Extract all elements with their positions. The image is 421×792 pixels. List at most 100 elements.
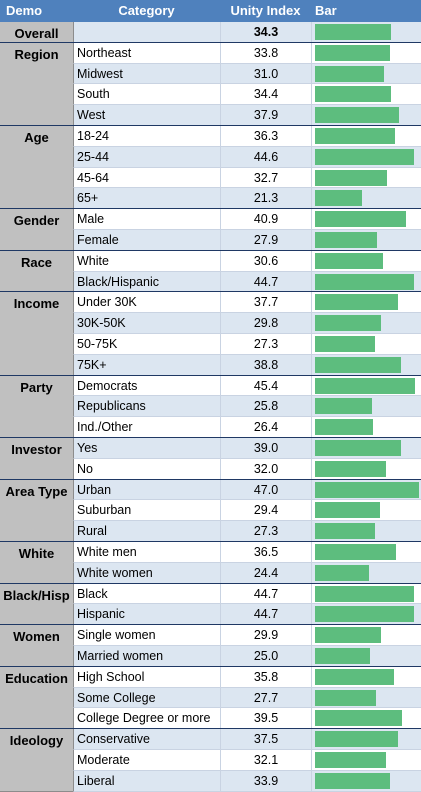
unity-index-value: 38.8 xyxy=(220,354,311,376)
demo-label: Gender xyxy=(0,209,73,251)
unity-index-value: 34.3 xyxy=(220,22,311,43)
unity-index-value: 29.9 xyxy=(220,625,311,646)
unity-index-value: 44.6 xyxy=(220,146,311,168)
header-bar: Bar xyxy=(311,0,421,22)
data-bar xyxy=(315,606,414,623)
category-cell: 25-44 xyxy=(73,146,220,168)
unity-index-value: 27.9 xyxy=(220,230,311,251)
category-cell: South xyxy=(73,84,220,106)
category-cell: White men xyxy=(73,542,220,563)
bar-cell xyxy=(311,105,421,126)
data-bar xyxy=(315,419,374,436)
category-cell: Under 30K xyxy=(73,292,220,314)
category-cell: Republicans xyxy=(73,396,220,418)
data-bar xyxy=(315,107,399,124)
unity-index-value: 29.4 xyxy=(220,500,311,522)
demo-label: Region xyxy=(0,42,73,126)
category-cell: Northeast xyxy=(73,42,220,64)
bar-cell xyxy=(311,146,421,168)
data-bar xyxy=(315,689,377,706)
bar-cell xyxy=(311,687,421,709)
bar-cell xyxy=(311,708,421,730)
bar-cell xyxy=(311,542,421,563)
bar-cell xyxy=(311,271,421,293)
unity-index-value: 31.0 xyxy=(220,63,311,85)
category-cell: Democrats xyxy=(73,375,220,397)
data-bar xyxy=(315,752,387,768)
header-demo: Demo xyxy=(0,0,73,22)
data-bar xyxy=(315,523,376,540)
data-bar xyxy=(315,398,373,415)
unity-index-value: 44.7 xyxy=(220,583,311,605)
unity-index-value: 36.5 xyxy=(220,542,311,563)
category-cell: Moderate xyxy=(73,750,220,771)
category-cell: Liberal xyxy=(73,770,220,792)
data-bar xyxy=(315,148,414,165)
category-cell: Midwest xyxy=(73,63,220,85)
unity-index-value: 45.4 xyxy=(220,375,311,397)
data-bar xyxy=(315,377,416,394)
data-bar xyxy=(315,627,382,644)
bar-cell xyxy=(311,250,421,272)
data-bar xyxy=(315,564,369,581)
demo-label: Age xyxy=(0,126,73,210)
category-cell: 45-64 xyxy=(73,167,220,189)
data-bar xyxy=(315,648,371,664)
demo-label: Women xyxy=(0,625,73,667)
unity-index-value: 40.9 xyxy=(220,209,311,230)
bar-cell xyxy=(311,22,421,43)
data-bar xyxy=(315,232,377,248)
demo-label: Education xyxy=(0,666,73,730)
data-bar xyxy=(315,65,384,82)
category-cell: No xyxy=(73,458,220,480)
category-cell: West xyxy=(73,105,220,126)
data-bar xyxy=(315,440,402,456)
unity-index-value: 21.3 xyxy=(220,188,311,210)
demo-label: Ideology xyxy=(0,729,73,792)
unity-index-value: 25.0 xyxy=(220,646,311,667)
category-cell: Yes xyxy=(73,438,220,459)
category-cell: Married women xyxy=(73,646,220,667)
unity-index-value: 37.5 xyxy=(220,729,311,750)
category-cell: Black xyxy=(73,583,220,605)
data-bar xyxy=(315,128,396,144)
category-cell: Female xyxy=(73,230,220,251)
category-cell: Black/Hispanic xyxy=(73,271,220,293)
demo-label: Party xyxy=(0,375,73,438)
bar-cell xyxy=(311,562,421,584)
data-bar xyxy=(315,710,403,727)
category-cell: Male xyxy=(73,209,220,230)
demo-label: White xyxy=(0,542,73,584)
unity-index-value: 32.1 xyxy=(220,750,311,771)
unity-index-value: 33.9 xyxy=(220,770,311,792)
category-cell xyxy=(73,22,220,43)
category-cell: High School xyxy=(73,666,220,688)
category-cell: 65+ xyxy=(73,188,220,210)
data-bar xyxy=(315,668,395,685)
unity-index-value: 24.4 xyxy=(220,562,311,584)
bar-cell xyxy=(311,42,421,64)
data-bar xyxy=(315,356,401,373)
unity-index-value: 47.0 xyxy=(220,479,311,501)
unity-index-value: 27.3 xyxy=(220,334,311,355)
category-cell: College Degree or more xyxy=(73,708,220,730)
unity-index-value: 39.5 xyxy=(220,708,311,730)
unity-index-value: 35.8 xyxy=(220,666,311,688)
demo-label: Investor xyxy=(0,438,73,480)
header-category: Category xyxy=(73,0,220,22)
unity-index-value: 27.3 xyxy=(220,521,311,542)
category-cell: Suburban xyxy=(73,500,220,522)
unity-index-value: 26.4 xyxy=(220,417,311,438)
data-bar xyxy=(315,273,414,290)
data-bar xyxy=(315,460,386,477)
bar-cell xyxy=(311,604,421,626)
category-cell: Conservative xyxy=(73,729,220,750)
unity-index-value: 33.8 xyxy=(220,42,311,64)
unity-index-value: 39.0 xyxy=(220,438,311,459)
category-cell: 18-24 xyxy=(73,126,220,147)
category-cell: Ind./Other xyxy=(73,417,220,438)
data-bar xyxy=(315,86,392,103)
data-bar xyxy=(315,585,414,602)
bar-cell xyxy=(311,354,421,376)
